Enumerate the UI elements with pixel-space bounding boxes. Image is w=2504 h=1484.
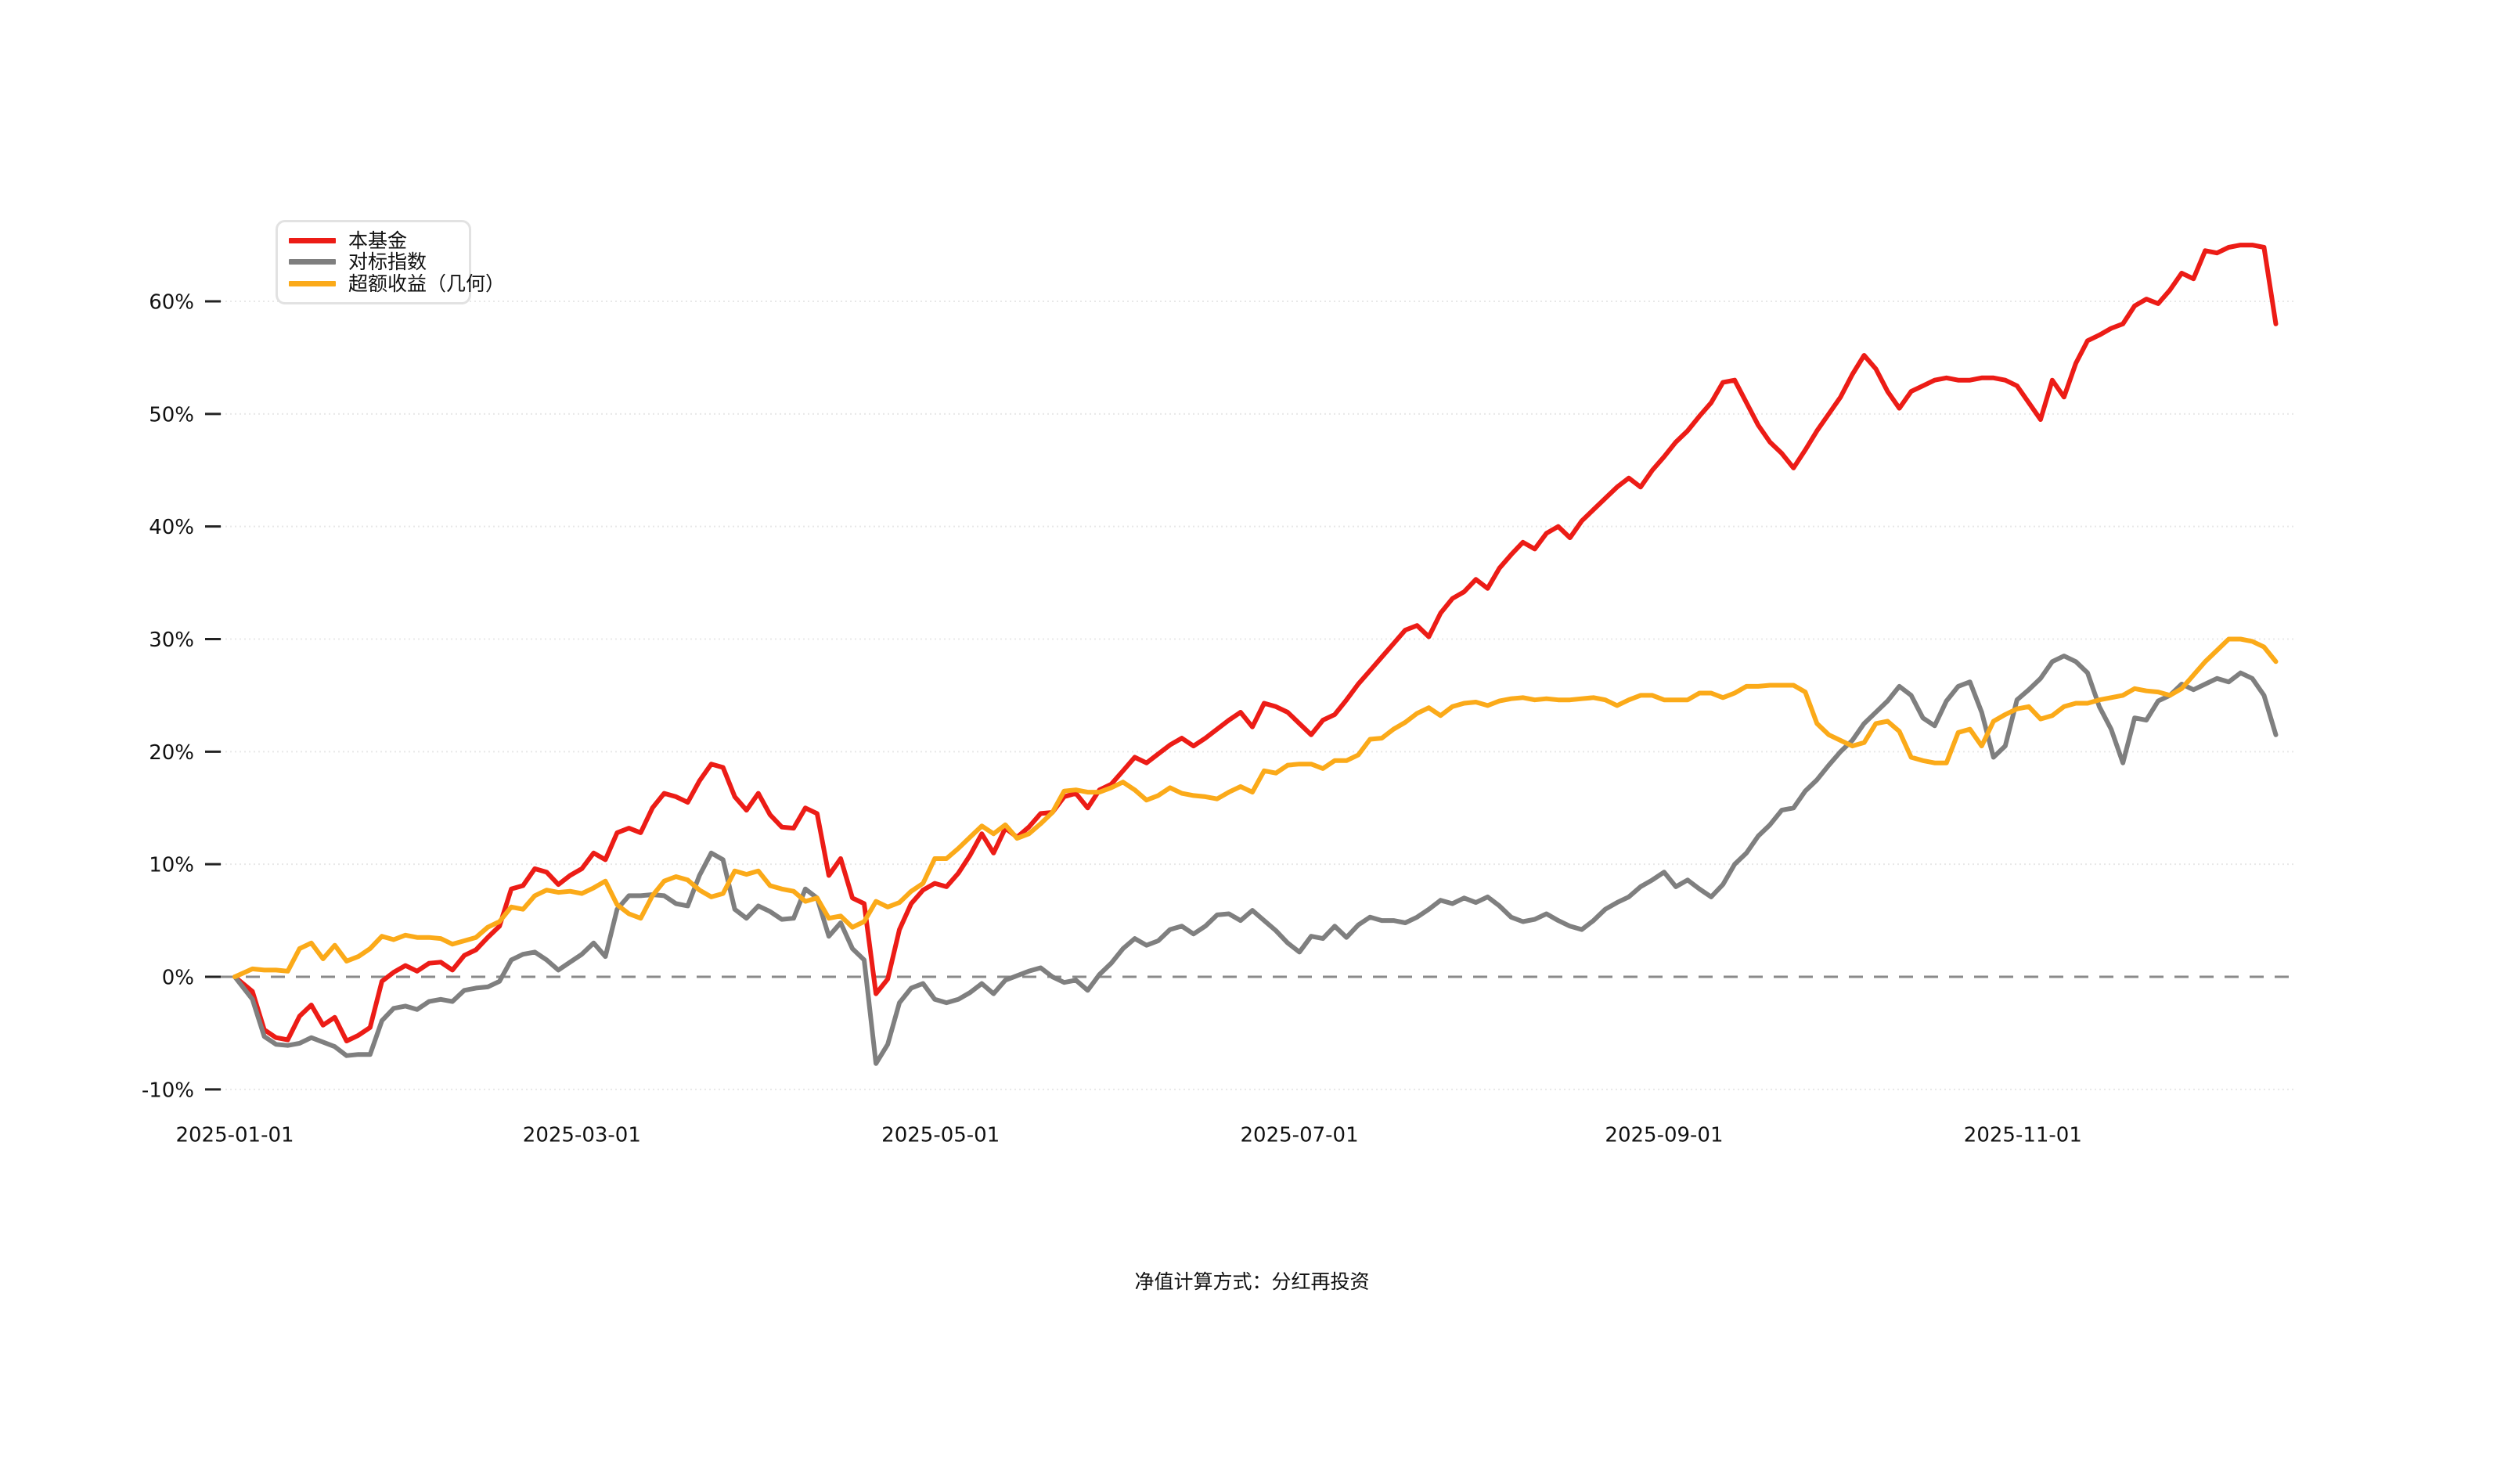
legend-color-swatch [289, 259, 336, 265]
legend-item[interactable]: 超额收益（几何） [289, 273, 505, 294]
series-line [232, 243, 2279, 1043]
x-axis-tick-label: 2025-01-01 [175, 1123, 294, 1147]
y-axis-tick-label: 30% [149, 629, 194, 652]
series-line [232, 636, 2279, 979]
legend-item[interactable]: 本基金 [289, 230, 458, 251]
y-axis-tick-label: 40% [149, 516, 194, 539]
legend-color-swatch [289, 280, 336, 286]
y-axis-tick-label: 50% [149, 403, 194, 427]
y-axis-labels-group: -10% 0% 10% 20% 30% 40% 50% 60% [142, 291, 194, 1103]
x-axis-tick-label: 2025-03-01 [523, 1123, 641, 1147]
y-axis-tick-label: -10% [142, 1079, 194, 1102]
y-axis-tick-label: 60% [149, 291, 194, 315]
legend-color-swatch [289, 238, 336, 244]
x-axis-tick-label: 2025-05-01 [881, 1123, 1000, 1147]
gridlines-group [221, 301, 2293, 1090]
y-axis-tick-label: 20% [149, 741, 194, 765]
series-line [232, 654, 2279, 1066]
x-axis-tick-label: 2025-11-01 [1964, 1123, 2082, 1147]
legend-item-label: 超额收益（几何） [348, 272, 506, 295]
chart-footnote: 净值计算方式：分红再投资 [1134, 1270, 1370, 1293]
legend-item-label: 对标指数 [348, 250, 427, 274]
data-series-group [232, 243, 2279, 1066]
chart-legend[interactable]: 本基金 对标指数 超额收益（几何） [276, 220, 505, 304]
legend-item[interactable]: 对标指数 [289, 251, 458, 272]
tickmarks-group [205, 300, 221, 1091]
legend-item-label: 本基金 [348, 229, 408, 253]
x-axis-tick-label: 2025-09-01 [1605, 1123, 1723, 1147]
x-axis-tick-label: 2025-07-01 [1241, 1123, 1359, 1147]
x-axis-labels-group: 2025-01-01 2025-03-01 2025-05-01 2025-07-01… [175, 1123, 2081, 1147]
y-axis-tick-label: 10% [149, 854, 194, 877]
y-axis-tick-label: 0% [162, 967, 194, 990]
